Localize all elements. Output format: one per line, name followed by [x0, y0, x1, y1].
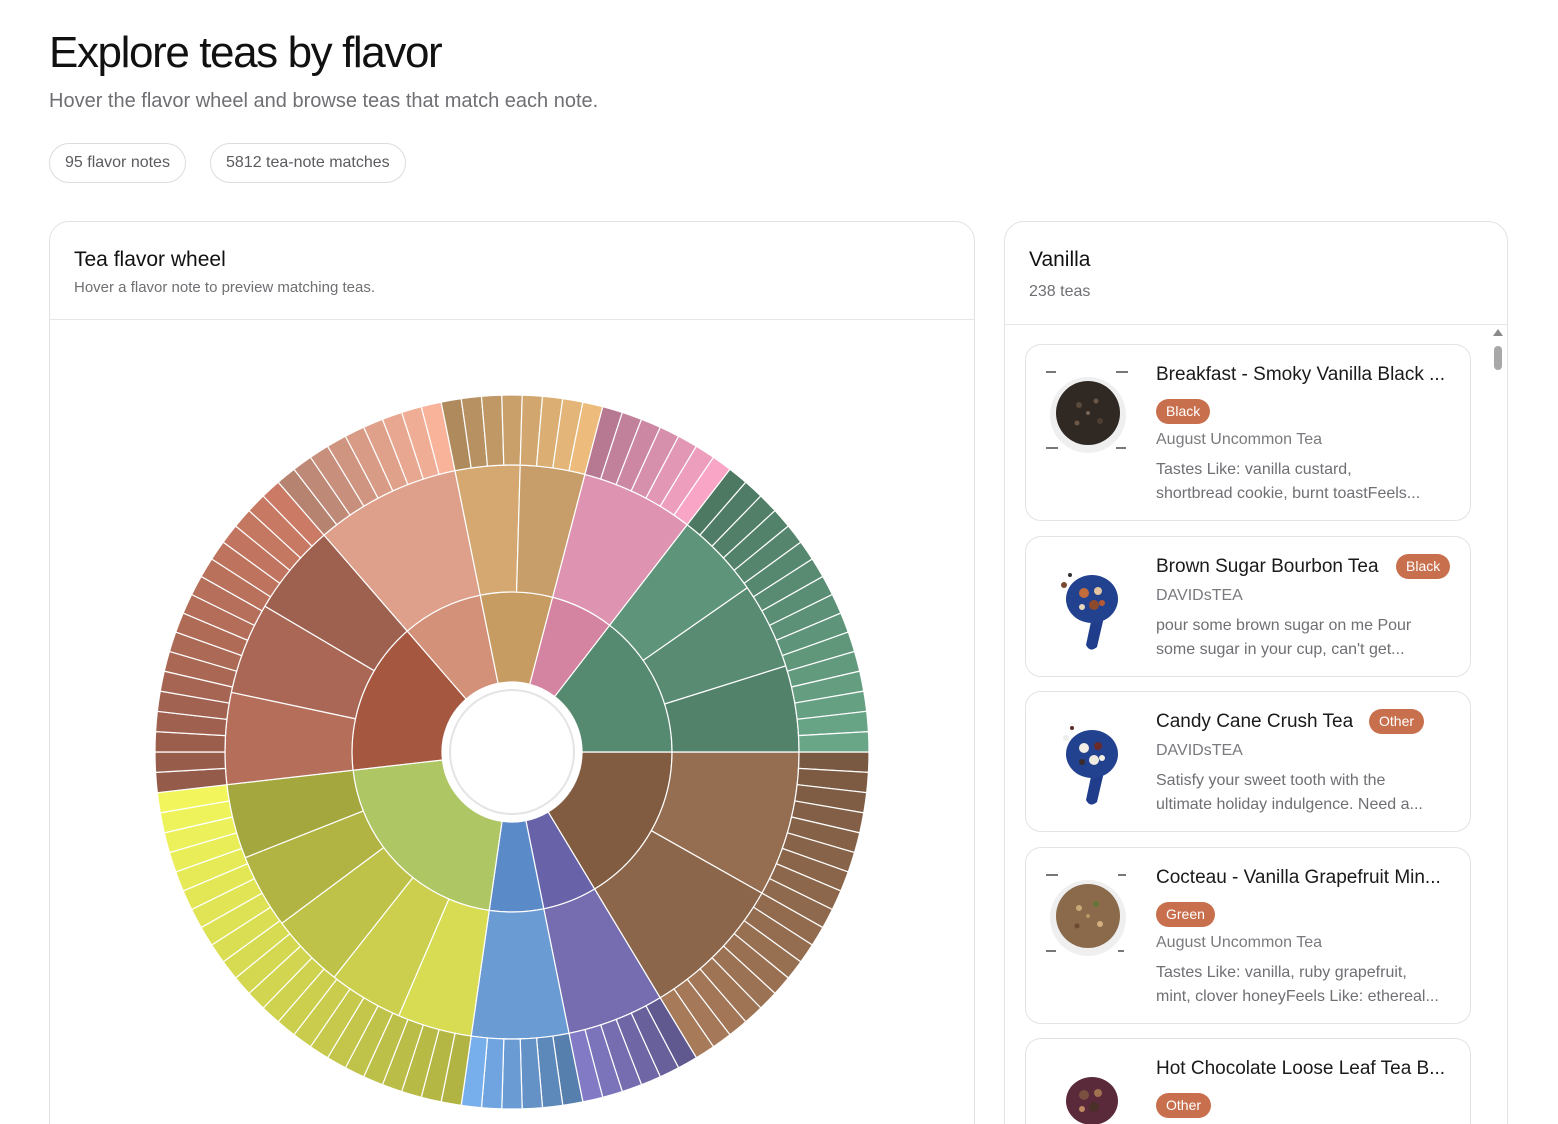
flavor-wheel-chart[interactable] — [50, 319, 975, 1124]
tea-thumbnail-image — [1046, 371, 1128, 453]
wheel-center — [449, 689, 575, 815]
tea-thumbnail-image — [1061, 573, 1118, 650]
tea-name[interactable]: Brown Sugar Bourbon Tea — [1156, 556, 1379, 577]
tea-type-badge: Green — [1156, 902, 1215, 927]
tea-card[interactable]: Breakfast - Smoky Vanilla Black ... Blac… — [1025, 344, 1471, 521]
stat-pill-flavor-notes: 95 flavor notes — [49, 143, 186, 183]
scroll-thumb[interactable] — [1494, 346, 1502, 370]
tea-card[interactable]: Cocteau - Vanilla Grapefruit Min... Gree… — [1025, 847, 1471, 1024]
tea-thumbnail-image — [1063, 726, 1118, 805]
tea-card[interactable]: Hot Chocolate Loose Leaf Tea B... Other — [1025, 1038, 1471, 1124]
tea-description: Satisfy your sweet tooth with the ultima… — [1156, 772, 1423, 813]
tea-description: Tastes Like: vanilla, ruby grapefruit, m… — [1156, 964, 1439, 1005]
wheel-segment-note[interactable] — [154, 751, 227, 774]
wheel-segment-note[interactable] — [501, 394, 523, 466]
tea-list[interactable]: Breakfast - Smoky Vanilla Black ... Blac… — [1005, 325, 1507, 1124]
tea-thumbnail-image — [1066, 1077, 1118, 1124]
wheel-segment-note[interactable] — [501, 1038, 523, 1110]
page-title: Explore teas by flavor — [49, 28, 443, 77]
tea-description: Tastes Like: vanilla custard, shortbread… — [1156, 461, 1421, 502]
tea-name[interactable]: Hot Chocolate Loose Leaf Tea B... — [1156, 1058, 1446, 1079]
tea-type-badge: Other — [1156, 1093, 1212, 1118]
tea-thumbnail-image — [1046, 874, 1126, 956]
panel-title: Vanilla — [1029, 248, 1091, 271]
tea-card[interactable]: Brown Sugar Bourbon Tea Black DAVIDsTEA … — [1025, 536, 1471, 677]
tea-name[interactable]: Breakfast - Smoky Vanilla Black ... — [1156, 364, 1445, 385]
tea-type-badge: Black — [1396, 554, 1451, 579]
tea-brand: August Uncommon Tea — [1156, 934, 1323, 951]
tea-brand: DAVIDsTEA — [1156, 587, 1243, 604]
tea-card[interactable]: Candy Cane Crush Tea Other DAVIDsTEA Sat… — [1025, 691, 1471, 832]
wheel-card-title: Tea flavor wheel — [74, 248, 226, 271]
tea-name[interactable]: Cocteau - Vanilla Grapefruit Min... — [1156, 867, 1441, 888]
tea-type-badge: Black — [1156, 399, 1211, 424]
tea-panel-card: Vanilla 238 teas Breakfast - Smoky Vanil… — [1004, 221, 1508, 1124]
flavor-wheel-card: Tea flavor wheel Hover a flavor note to … — [49, 221, 975, 1124]
tea-name[interactable]: Candy Cane Crush Tea — [1156, 711, 1354, 732]
panel-scrollbar[interactable] — [1492, 326, 1504, 1124]
panel-tea-count: 238 teas — [1029, 283, 1091, 300]
panel-divider — [1005, 324, 1507, 325]
page-subtitle: Hover the flavor wheel and browse teas t… — [49, 90, 599, 112]
tea-brand: August Uncommon Tea — [1156, 431, 1323, 448]
tea-type-badge: Other — [1369, 709, 1425, 734]
tea-brand: DAVIDsTEA — [1156, 742, 1243, 759]
tea-description: pour some brown sugar on me Pour some su… — [1156, 617, 1412, 658]
wheel-card-divider — [50, 319, 974, 320]
stat-pill-matches: 5812 tea-note matches — [210, 143, 406, 183]
wheel-segment-note[interactable] — [797, 730, 870, 753]
scroll-up-arrow-icon[interactable] — [1493, 329, 1503, 336]
wheel-card-subtitle: Hover a flavor note to preview matching … — [74, 279, 375, 296]
